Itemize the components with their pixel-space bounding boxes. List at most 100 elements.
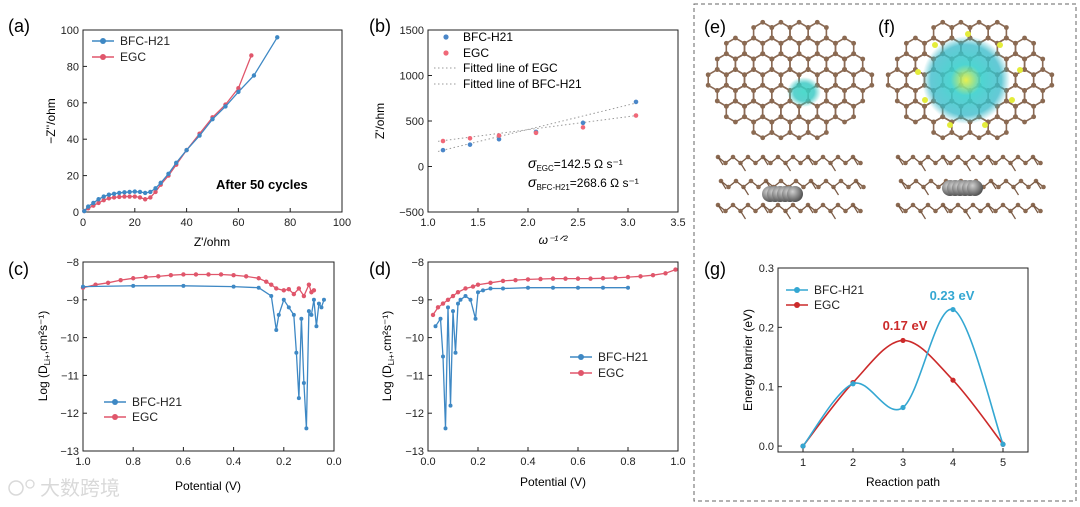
egc-point xyxy=(291,291,297,297)
graphene-top-f-atom xyxy=(967,25,973,30)
graphene-top-f-atom xyxy=(1003,119,1009,125)
graphene-top-e-atom xyxy=(714,56,720,62)
graphene-top-f-atom xyxy=(931,25,937,30)
egc-point xyxy=(550,276,556,281)
graphene-side-e-atom xyxy=(820,154,826,160)
graphene-top-f-atom xyxy=(885,82,891,88)
y-tick-label: −13 xyxy=(60,446,79,458)
x-tick-label: 0.6 xyxy=(176,456,191,468)
bfc-h21-point xyxy=(85,204,91,209)
y-tick-label: 0 xyxy=(418,162,424,174)
bfc-h21-point xyxy=(236,89,241,95)
bfc-h21-point xyxy=(106,192,112,197)
graphene-side-e-bond xyxy=(720,180,727,190)
bfc-h21-point xyxy=(281,297,286,302)
graphene-top-e-atom xyxy=(814,103,820,109)
graphene-top-e-atom xyxy=(778,135,784,141)
graphene-top-f-atom xyxy=(1031,114,1037,120)
graphene-side-e-bond xyxy=(762,156,769,166)
graphene-top-e-atom xyxy=(751,88,757,93)
graphene-top-e-atom xyxy=(851,51,857,57)
sigma-egc-value: =142.5 Ω s⁻¹ xyxy=(554,157,623,171)
x-tick-label: 5 xyxy=(1000,457,1006,469)
graphene-top-f-atom xyxy=(931,119,937,125)
graphene-side-f-atom xyxy=(1003,178,1009,184)
graphene-side-f-atom xyxy=(925,154,931,160)
graphene-side-e-atom xyxy=(798,160,803,166)
bfc-h21-point xyxy=(309,312,314,317)
graphene-top-e-atom xyxy=(760,19,766,25)
graphene-top-e-atom xyxy=(769,98,775,104)
y-tick-label: −10 xyxy=(60,333,79,345)
legend-egc-label: EGC xyxy=(120,50,146,64)
bfc-h21-point xyxy=(433,324,438,329)
bfc-h21-point xyxy=(82,208,87,214)
egc-point xyxy=(440,301,446,306)
panel-label-g: (g) xyxy=(704,259,726,279)
graphene-top-e-atom xyxy=(733,35,738,41)
graphene-side-f-atom xyxy=(1000,154,1006,160)
graphene-top-f-atom xyxy=(1031,51,1037,57)
graphene-side-e-atom xyxy=(801,184,806,190)
graphene-side-f-atom xyxy=(928,178,934,184)
y-axis-label-main: Log (D xyxy=(380,365,394,401)
graphene-top-e-atom xyxy=(833,51,838,57)
graphene-top-e-atom xyxy=(760,40,766,46)
legend-bfc-h21-swatch-marker xyxy=(794,287,800,293)
graphene-top-e-ring xyxy=(807,115,828,139)
graphene-top-e-atom xyxy=(778,19,784,25)
graphene-top-e-atom xyxy=(769,119,775,125)
graphene-side-f-bond xyxy=(919,210,927,220)
graphene-top-e-atom xyxy=(842,119,847,125)
legend-bfc-h21-swatch-marker xyxy=(100,38,106,44)
egc-point xyxy=(153,189,158,195)
x-tick-label: 0.8 xyxy=(620,456,635,468)
graphene-side-e-atom xyxy=(846,184,851,190)
graphene-top-f-atom xyxy=(1049,82,1055,88)
graphene-top-e-atom xyxy=(760,72,766,78)
bfc-h21-point xyxy=(473,316,478,321)
legend-bfc-h21-marker xyxy=(443,34,449,40)
graphene-top-f-atom xyxy=(913,98,918,104)
graphene-top-f-atom xyxy=(913,119,918,125)
graphene-top-e-atom xyxy=(787,56,793,62)
egc-point xyxy=(633,113,639,118)
x-tick-label: 4 xyxy=(950,457,956,469)
graphene-side-e-atom xyxy=(820,202,826,208)
graphene-top-f-atom xyxy=(1013,114,1018,120)
graphene-top-f-atom xyxy=(985,35,991,41)
y-tick-label: 60 xyxy=(67,98,79,110)
bfc-h21-point xyxy=(256,285,261,290)
graphene-top-f-atom xyxy=(1040,88,1046,93)
graphene-side-f-atom xyxy=(1018,178,1024,184)
graphene-top-e-atom xyxy=(823,56,829,62)
egc-curve xyxy=(802,339,1004,447)
graphene-top-e-atom xyxy=(851,103,857,109)
y-axis-label-sub: Li+ xyxy=(387,354,396,365)
graphene-top-f-atom xyxy=(1022,88,1027,93)
graphene-top-f-atom xyxy=(1031,103,1037,109)
graphene-top-f-atom xyxy=(1022,98,1027,104)
bfc-h21-point xyxy=(451,309,455,314)
graphene-side-e-atom xyxy=(723,160,728,166)
y-tick-label: −13 xyxy=(405,446,424,458)
egc-point xyxy=(445,297,451,302)
graphene-side-e-atom xyxy=(753,208,758,214)
panel-label-d: (d) xyxy=(369,259,391,279)
graphene-side-e-bond xyxy=(807,204,814,214)
graphene-top-f-ring xyxy=(1014,100,1035,123)
graphene-side-e-bond xyxy=(855,180,862,190)
x-tick-label: 0 xyxy=(80,217,86,229)
egc-point xyxy=(488,280,493,285)
graphene-top-e-atom xyxy=(814,135,820,141)
plot-frame xyxy=(82,29,343,213)
bfc-h21-point xyxy=(314,324,319,329)
egc-point xyxy=(117,194,122,200)
y-tick-label: 0.1 xyxy=(759,382,774,394)
graphene-side-f-atom xyxy=(955,202,961,208)
graphene-side-f-atom xyxy=(1015,154,1021,160)
graphene-top-e-atom xyxy=(742,103,747,109)
egc-point xyxy=(286,287,292,292)
x-tick-label: 3 xyxy=(900,457,906,469)
graphene-side-e-atom xyxy=(843,208,848,214)
